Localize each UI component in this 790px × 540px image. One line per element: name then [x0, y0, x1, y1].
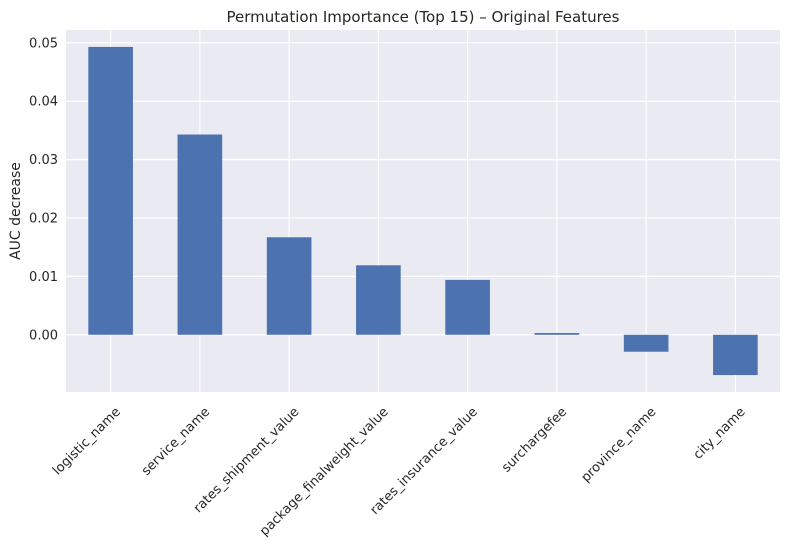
x-tick-label: province_name — [579, 405, 660, 486]
bars — [88, 46, 758, 376]
y-tick-label: 0.03 — [29, 153, 58, 168]
bar-city-name — [713, 334, 758, 376]
y-tick-labels: 0.00 0.01 0.02 0.03 0.04 0.05 — [29, 36, 58, 343]
y-tick-label: 0.01 — [29, 270, 58, 285]
x-tick-label: city_name — [691, 405, 749, 463]
bar-surchargefee — [534, 333, 580, 335]
x-tick-label: logistic_name — [50, 405, 124, 479]
bar-package-finalweight-value — [356, 265, 401, 335]
bar-logistic-name — [88, 46, 133, 335]
bar-rates-insurance-value — [445, 279, 490, 335]
bar-province-name — [623, 334, 669, 352]
y-axis-label: AUC decrease — [8, 162, 24, 260]
y-tick-label: 0.05 — [29, 36, 58, 51]
x-tick-labels: logistic_name service_namerates_shipment_… — [50, 405, 749, 540]
y-tick-label: 0.02 — [29, 212, 58, 227]
y-tick-label: 0.00 — [29, 328, 58, 343]
y-tick-label: 0.04 — [29, 95, 58, 110]
bar-rates-shipment-value — [266, 237, 312, 335]
plot-area — [66, 30, 780, 392]
x-tick-label: surchargefee — [499, 405, 570, 476]
vertical-gridlines — [110, 30, 736, 392]
bar-service-name — [177, 134, 223, 335]
chart-title: Permutation Importance (Top 15) – Origin… — [227, 8, 620, 26]
x-tick-label: service_name — [139, 405, 213, 479]
